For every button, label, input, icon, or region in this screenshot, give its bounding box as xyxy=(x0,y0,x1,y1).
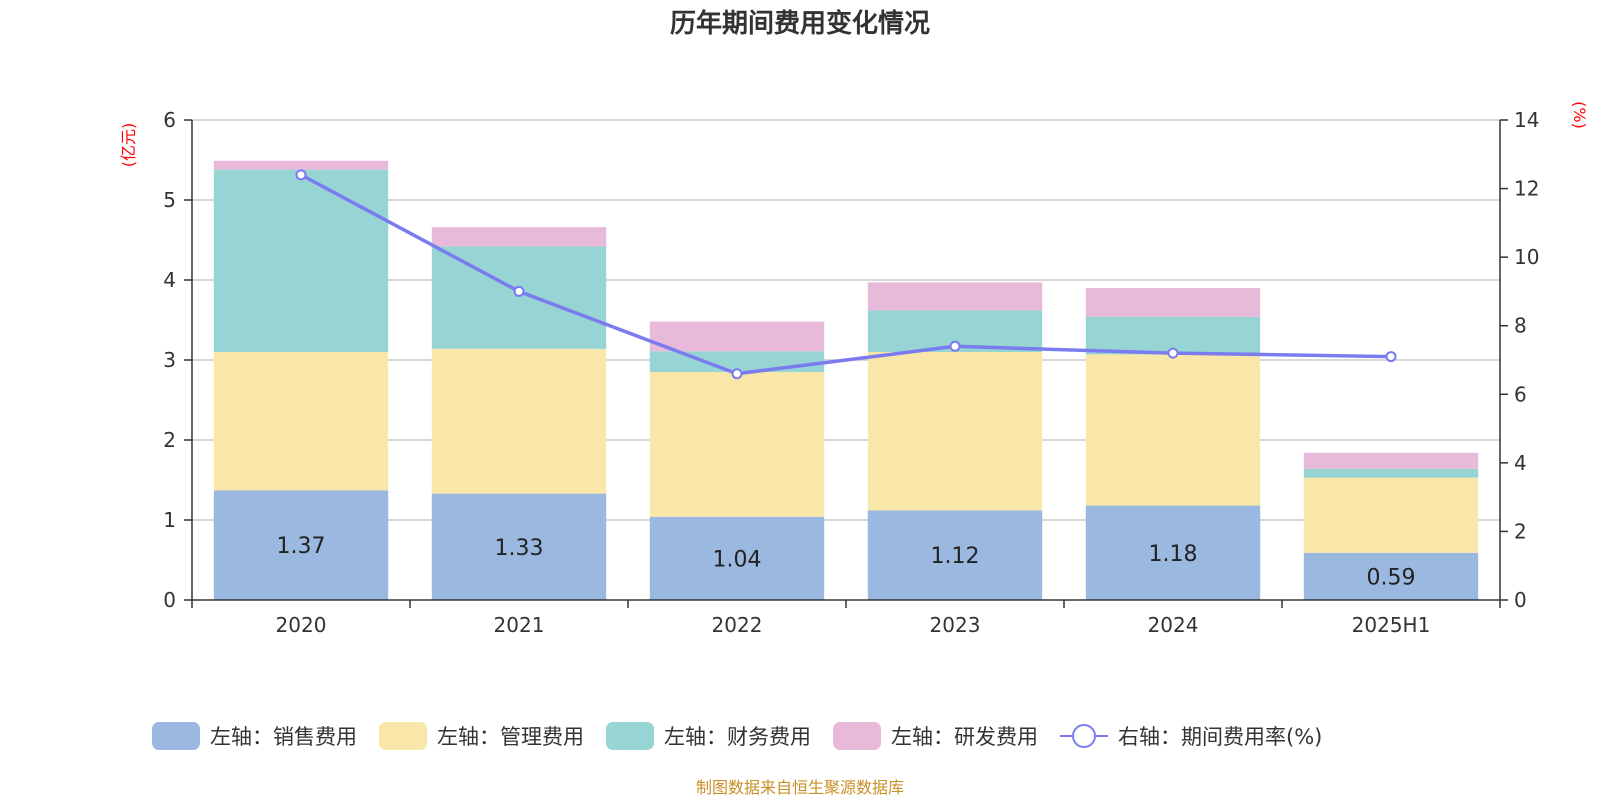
right-axis-tick-label: 6 xyxy=(1514,382,1527,406)
bar-segment[interactable] xyxy=(1085,505,1261,600)
x-axis-tick-label: 2023 xyxy=(930,613,981,637)
right-axis-tick-label: 12 xyxy=(1514,177,1539,201)
bar-segment[interactable] xyxy=(213,490,389,600)
rate-point[interactable] xyxy=(949,340,961,352)
legend: 左轴：销售费用 左轴：管理费用 左轴：财务费用 左轴：研发费用 右轴：期间费用率(%) xyxy=(152,722,1322,750)
left-axis-tick-label: 2 xyxy=(163,428,176,452)
bar-segment[interactable] xyxy=(867,352,1043,511)
rate-point[interactable] xyxy=(1167,347,1179,359)
line-layer xyxy=(295,169,1397,380)
bar-segment[interactable] xyxy=(867,510,1043,600)
x-axis-tick-label: 2025H1 xyxy=(1352,613,1431,637)
x-axis-tick-label: 2024 xyxy=(1148,613,1199,637)
bar-value-label: 1.33 xyxy=(495,536,544,561)
legend-swatch[interactable] xyxy=(152,722,200,750)
bar-segment[interactable] xyxy=(867,282,1043,311)
rate-point[interactable] xyxy=(513,285,525,297)
right-axis-tick-label: 2 xyxy=(1514,519,1527,543)
right-axis-tick-label: 0 xyxy=(1514,588,1527,612)
left-axis-tick-label: 6 xyxy=(163,108,176,132)
legend-swatch[interactable] xyxy=(833,722,881,750)
bar-segment[interactable] xyxy=(649,516,825,600)
bar-segment[interactable] xyxy=(431,246,607,349)
rate-point[interactable] xyxy=(1385,351,1397,363)
legend-label[interactable]: 左轴：研发费用 xyxy=(891,725,1038,749)
rate-point[interactable] xyxy=(295,169,307,181)
bar-segment[interactable] xyxy=(1303,452,1479,469)
left-axis-tick-label: 0 xyxy=(163,588,176,612)
bar-segment[interactable] xyxy=(1085,354,1261,506)
legend-swatch[interactable] xyxy=(606,722,654,750)
legend-label[interactable]: 右轴：期间费用率(%) xyxy=(1118,725,1322,749)
bar-segment[interactable] xyxy=(1303,552,1479,600)
x-axis-tick-label: 2021 xyxy=(494,613,545,637)
chart-title: 历年期间费用变化情况 xyxy=(670,8,930,39)
bar-segment[interactable] xyxy=(1303,477,1479,553)
legend-label[interactable]: 左轴：销售费用 xyxy=(210,725,357,749)
legend-swatch[interactable] xyxy=(379,722,427,750)
bar-value-label: 1.12 xyxy=(931,544,980,569)
right-axis-tick-label: 14 xyxy=(1514,108,1539,132)
x-axis-tick-label: 2022 xyxy=(712,613,763,637)
rate-line xyxy=(300,173,1392,376)
source-note: 制图数据来自恒生聚源数据库 xyxy=(696,778,904,797)
bar-segment[interactable] xyxy=(213,160,389,170)
bar-value-label: 1.18 xyxy=(1149,542,1198,567)
right-axis-tick-label: 8 xyxy=(1514,314,1527,338)
bar-segment[interactable] xyxy=(1303,468,1479,478)
legend-label[interactable]: 左轴：财务费用 xyxy=(664,725,811,749)
bar-segment[interactable] xyxy=(431,493,607,600)
rate-point[interactable] xyxy=(731,368,743,380)
bars-layer xyxy=(213,160,1479,600)
bar-value-label: 1.04 xyxy=(713,547,762,572)
right-axis-tick-label: 10 xyxy=(1514,245,1539,269)
bar-segment[interactable] xyxy=(431,348,607,494)
bar-segment[interactable] xyxy=(431,227,607,247)
x-axis-tick-label: 2020 xyxy=(276,613,327,637)
legend-marker[interactable] xyxy=(1072,724,1096,748)
bar-value-label: 1.37 xyxy=(277,534,326,559)
bar-segment[interactable] xyxy=(213,169,389,352)
bar-segment[interactable] xyxy=(1085,288,1261,317)
left-axis-unit: (亿元) xyxy=(119,123,138,168)
right-axis-tick-label: 4 xyxy=(1514,451,1527,475)
left-axis-tick-label: 4 xyxy=(163,268,176,292)
left-axis-tick-label: 3 xyxy=(163,348,176,372)
left-axis-tick-label: 5 xyxy=(163,188,176,212)
bar-segment[interactable] xyxy=(213,352,389,491)
bar-segment[interactable] xyxy=(649,321,825,352)
legend-label[interactable]: 左轴：管理费用 xyxy=(437,725,584,749)
left-axis-tick-label: 1 xyxy=(163,508,176,532)
bar-labels-layer: 1.37 1.33 1.04 1.12 1.18 0.59 xyxy=(277,534,1416,590)
bar-segment[interactable] xyxy=(649,372,825,517)
right-axis-unit: (%) xyxy=(1570,101,1589,129)
bar-value-label: 0.59 xyxy=(1367,565,1416,590)
